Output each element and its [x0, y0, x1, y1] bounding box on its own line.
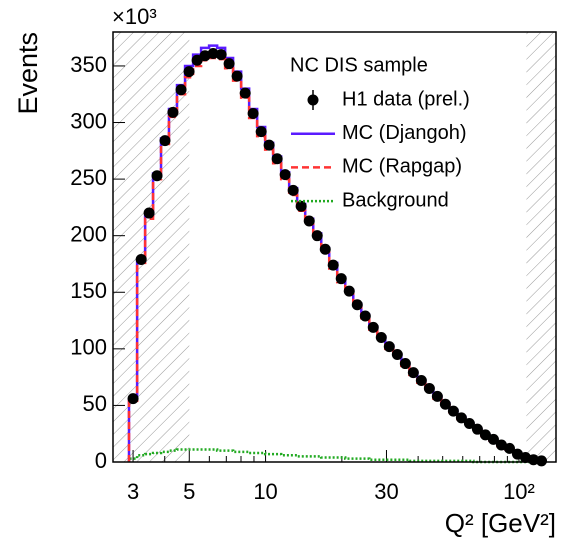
data-point — [311, 230, 323, 242]
y-tick-label: 200 — [70, 221, 107, 246]
data-point — [447, 405, 459, 417]
legend-label: Background — [342, 189, 449, 211]
data-point — [415, 375, 427, 387]
data-point — [351, 299, 363, 311]
data-point — [479, 429, 491, 441]
y-tick-label: 0 — [95, 448, 107, 473]
excluded-region — [526, 32, 556, 462]
data-point — [455, 412, 467, 424]
data-point — [407, 367, 419, 379]
data-point — [383, 341, 395, 353]
data-point — [367, 321, 379, 333]
data-point — [215, 49, 227, 61]
data-point — [391, 349, 403, 360]
data-point — [279, 169, 291, 181]
data-point — [159, 135, 171, 147]
data-point — [487, 433, 499, 445]
histogram-line — [127, 44, 547, 463]
legend-marker — [307, 94, 319, 106]
data-point — [263, 139, 275, 151]
data-point — [535, 455, 547, 467]
x-axis-label: Q² [GeV²] — [445, 508, 556, 538]
data-point — [335, 273, 347, 285]
data-point — [319, 243, 331, 255]
legend-label: MC (Djangoh) — [342, 122, 466, 144]
data-point — [343, 285, 355, 297]
data-point — [231, 70, 243, 82]
data-point — [327, 259, 339, 271]
plot-frame — [112, 31, 557, 463]
data-point — [135, 253, 147, 265]
y-tick-label: 250 — [70, 165, 107, 190]
data-point — [143, 207, 155, 219]
legend-title: NC DIS sample — [290, 54, 428, 76]
y-multiplier: ×10³ — [112, 4, 157, 29]
data-point — [503, 442, 515, 454]
data-point — [471, 423, 483, 435]
y-tick-label: 300 — [70, 108, 107, 133]
data-point — [359, 310, 371, 322]
data-point — [127, 393, 139, 405]
data-point — [399, 358, 411, 370]
x-tick-label: 5 — [183, 479, 195, 504]
y-tick-label: 50 — [83, 391, 107, 416]
data-point — [247, 107, 259, 119]
histogram-line — [127, 448, 546, 464]
data-point — [423, 382, 435, 394]
data-point — [295, 200, 307, 212]
histogram-line — [127, 56, 547, 463]
data-point — [207, 48, 219, 59]
data-point — [239, 87, 251, 99]
y-tick-label: 150 — [70, 278, 107, 303]
data-point — [271, 153, 283, 165]
data-point — [439, 398, 451, 410]
data-point — [167, 106, 179, 118]
x-tick-label: 30 — [374, 479, 398, 504]
data-point — [463, 418, 475, 430]
data-point — [151, 170, 163, 182]
data-point — [255, 126, 267, 138]
x-tick-label: 10² — [503, 479, 535, 504]
legend-label: MC (Rapgap) — [342, 156, 462, 178]
data-point — [375, 332, 387, 344]
data-point — [183, 66, 195, 78]
y-tick-label: 100 — [70, 335, 107, 360]
data-point — [303, 215, 315, 227]
data-point — [287, 184, 299, 196]
x-tick-label: 10 — [253, 479, 277, 504]
y-tick-label: 350 — [70, 52, 107, 77]
data-point — [175, 84, 187, 96]
data-point — [431, 390, 443, 402]
y-axis-label: Events — [13, 32, 43, 115]
legend-label: H1 data (prel.) — [342, 88, 470, 110]
data-point — [223, 58, 235, 70]
x-tick-label: 3 — [127, 479, 139, 504]
